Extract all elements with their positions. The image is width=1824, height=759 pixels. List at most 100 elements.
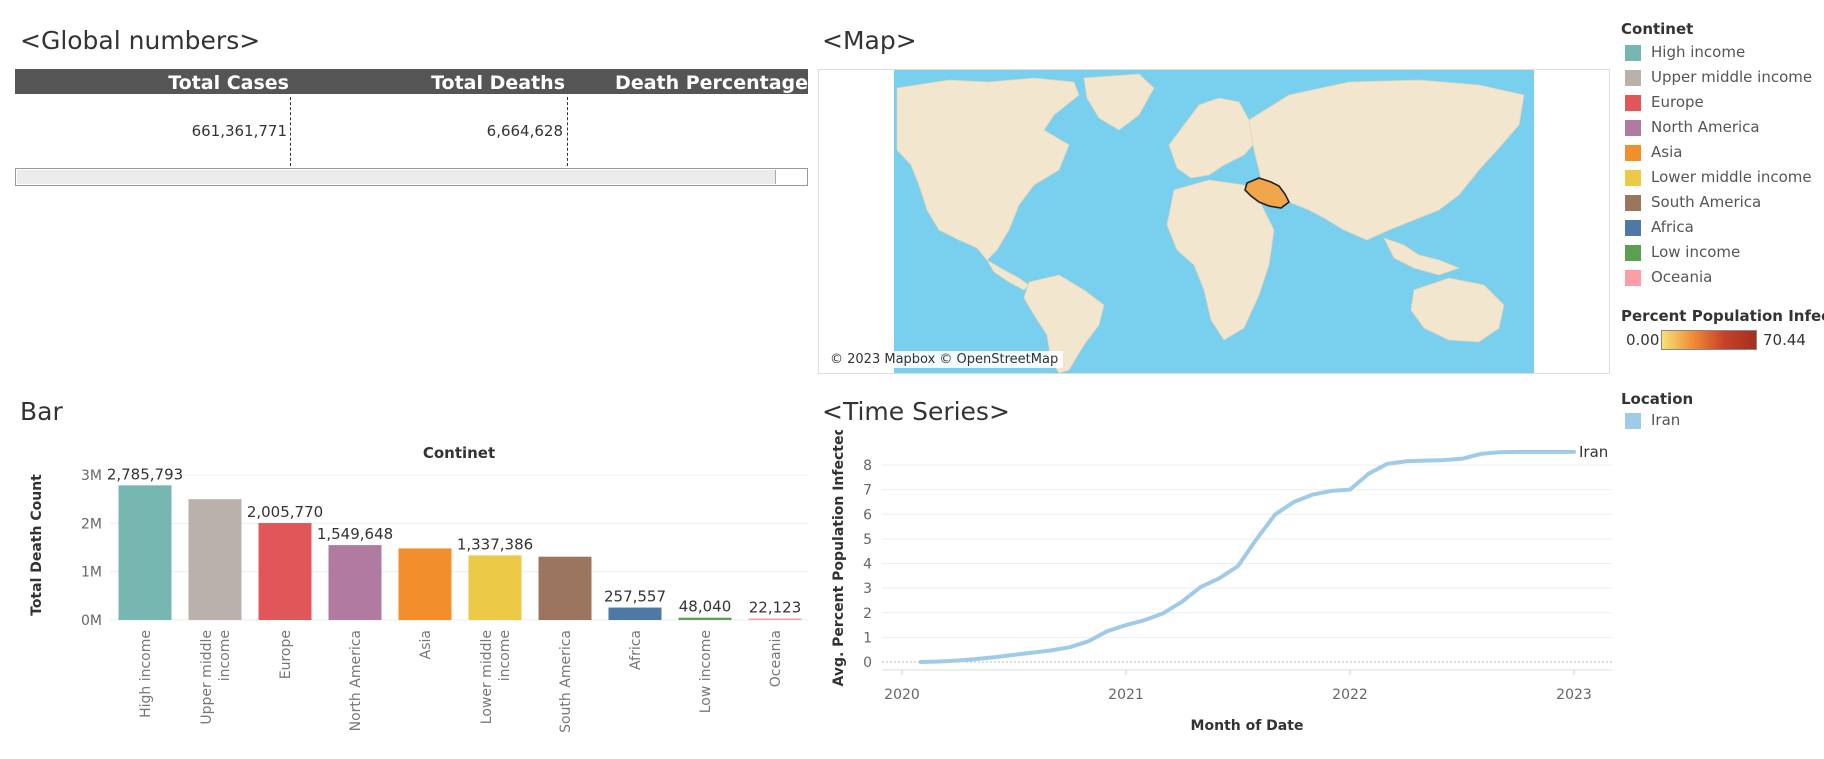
bar-data-label: 2,785,793 (107, 465, 183, 483)
y-tick-label: 3M (81, 468, 102, 484)
bar-data-label: 2,005,770 (247, 503, 323, 521)
legend-label: Low income (1651, 243, 1741, 261)
land-greenland (1083, 73, 1155, 131)
legend-label: High income (1651, 43, 1746, 61)
x-tick-label: Oceania (768, 630, 784, 687)
percent-legend-title: Percent Population Infect.. (1621, 307, 1824, 325)
continent-legend-title: Continet (1621, 20, 1694, 38)
y-tick-label: 8 (863, 458, 872, 474)
global-numbers-title: <Global numbers> (20, 26, 261, 55)
bar[interactable] (748, 618, 802, 621)
bar-data-label: 1,337,386 (457, 535, 533, 553)
legend-label: Lower middle income (1651, 168, 1812, 186)
bar-section-title: Bar (20, 397, 63, 426)
line-chart[interactable]: 0 1 2 3 4 5 6 7 8 2020 2021 2022 2023 Month of Date Av… (812, 430, 1618, 759)
y-tick-label: 0 (863, 655, 872, 671)
land-south-america (1023, 274, 1105, 373)
total-cases-header: Total Cases (168, 72, 289, 94)
total-deaths-value: 6,664,628 (486, 122, 563, 140)
legend-swatch (1625, 270, 1641, 286)
bar[interactable] (118, 485, 172, 620)
bar[interactable] (328, 545, 382, 620)
land-central-america (985, 258, 1030, 291)
y-tick-label: 2 (863, 606, 872, 622)
x-tick-label: Africa (628, 630, 644, 670)
y-tick-label: 0M (81, 613, 102, 629)
bar-data-label: 48,040 (679, 598, 732, 616)
bar[interactable] (678, 617, 732, 620)
bar[interactable] (468, 555, 522, 620)
legend-label: Oceania (1651, 268, 1713, 286)
location-legend-title: Location (1621, 390, 1694, 408)
total-cases-value: 661,361,771 (191, 122, 287, 140)
y-tick-label: 1 (863, 630, 872, 646)
legend-label: Iran (1651, 411, 1681, 429)
x-tick-label: 2020 (884, 687, 920, 703)
bar-chart[interactable]: Continet 0M 1M 2M 3M Total Death Count 2,785,7… (0, 430, 812, 759)
y-tick-label: 7 (863, 483, 872, 499)
y-tick-label: 6 (863, 507, 872, 523)
series-line-iran[interactable] (918, 449, 1576, 664)
y-axis-label: Avg. Percent Population Infected (831, 430, 847, 687)
x-tick-label: 2022 (1332, 687, 1368, 703)
legend-swatch (1625, 220, 1641, 236)
bar[interactable] (188, 499, 242, 620)
series-end-label: Iran (1579, 443, 1608, 461)
percent-legend-max: 70.44 (1763, 331, 1806, 349)
x-tick-label: 2023 (1556, 687, 1592, 703)
legend-swatch (1625, 95, 1641, 111)
y-tick-label: 1M (81, 565, 102, 581)
bar[interactable] (258, 523, 312, 620)
y-tick-label: 4 (863, 557, 872, 573)
legend-swatch (1625, 245, 1641, 261)
horizontal-scrollbar[interactable] (15, 168, 808, 186)
legend-swatch (1625, 70, 1641, 86)
legend-label: North America (1651, 118, 1760, 136)
bar-data-label: 257,557 (604, 588, 666, 606)
percent-legend-min: 0.00 (1626, 331, 1660, 349)
legend-swatch (1625, 195, 1641, 211)
total-deaths-header: Total Deaths (431, 72, 565, 94)
x-tick-label: High income (138, 630, 154, 718)
bar[interactable] (608, 607, 662, 620)
column-divider (290, 97, 291, 166)
x-tick-label: Asia (418, 630, 434, 659)
bar[interactable] (398, 548, 452, 620)
bar[interactable] (538, 556, 592, 620)
x-tick-label: Low income (698, 630, 714, 713)
country-iran[interactable] (1244, 177, 1291, 209)
column-divider (567, 97, 568, 166)
y-axis-label: Total Death Count (29, 474, 45, 616)
legend-label: South America (1651, 193, 1762, 211)
x-tick-label: Lower middle income (479, 630, 513, 724)
death-percentage-header: Death Percentage (615, 72, 808, 94)
legend-label: Upper middle income (1651, 68, 1813, 86)
x-tick-label: North America (348, 630, 364, 731)
legend-swatch (1625, 413, 1641, 429)
x-tick-label: 2021 (1108, 687, 1144, 703)
land-australia (1410, 277, 1505, 343)
y-tick-label: 2M (81, 516, 102, 532)
bar-data-label: 22,123 (749, 599, 802, 617)
percent-gradient-bar (1661, 330, 1757, 350)
bar-chart-title: Continet (423, 444, 495, 462)
map-view[interactable] (818, 69, 1610, 374)
legend-label: Europe (1651, 93, 1704, 111)
x-tick-label: Europe (278, 630, 294, 679)
x-tick-label: Upper middle income (199, 630, 233, 725)
map-title: <Map> (822, 26, 917, 55)
legend-swatch (1625, 120, 1641, 136)
y-tick-label: 3 (863, 581, 872, 597)
map-credit[interactable]: © 2023 Mapbox © OpenStreetMap (825, 351, 1064, 368)
kpi-header-bar: Total Cases Total Deaths Death Percentag… (15, 69, 808, 94)
land-southeast-asia (1383, 237, 1461, 276)
legend-swatch (1625, 170, 1641, 186)
scrollbar-thumb[interactable] (17, 170, 776, 184)
world-map[interactable] (819, 70, 1609, 373)
legend-label: Africa (1651, 218, 1694, 236)
bar-data-label: 1,549,648 (317, 525, 393, 543)
legend-label: Asia (1651, 143, 1683, 161)
x-axis-label: Month of Date (1191, 718, 1304, 734)
time-series-title: <Time Series> (822, 397, 1010, 426)
y-tick-label: 5 (863, 532, 872, 548)
